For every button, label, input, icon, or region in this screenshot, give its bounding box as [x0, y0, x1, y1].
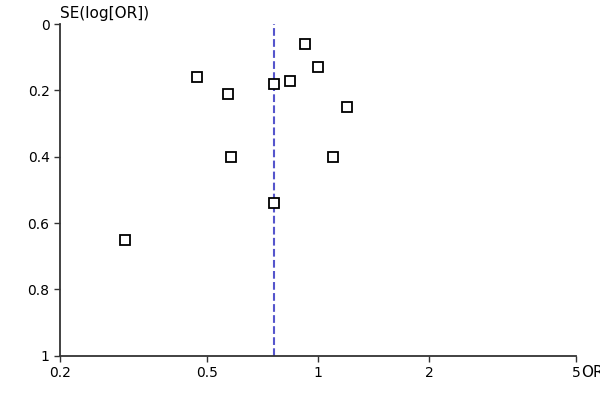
Text: SE(log[OR]): SE(log[OR]) [60, 6, 149, 21]
Text: OR: OR [581, 366, 600, 381]
